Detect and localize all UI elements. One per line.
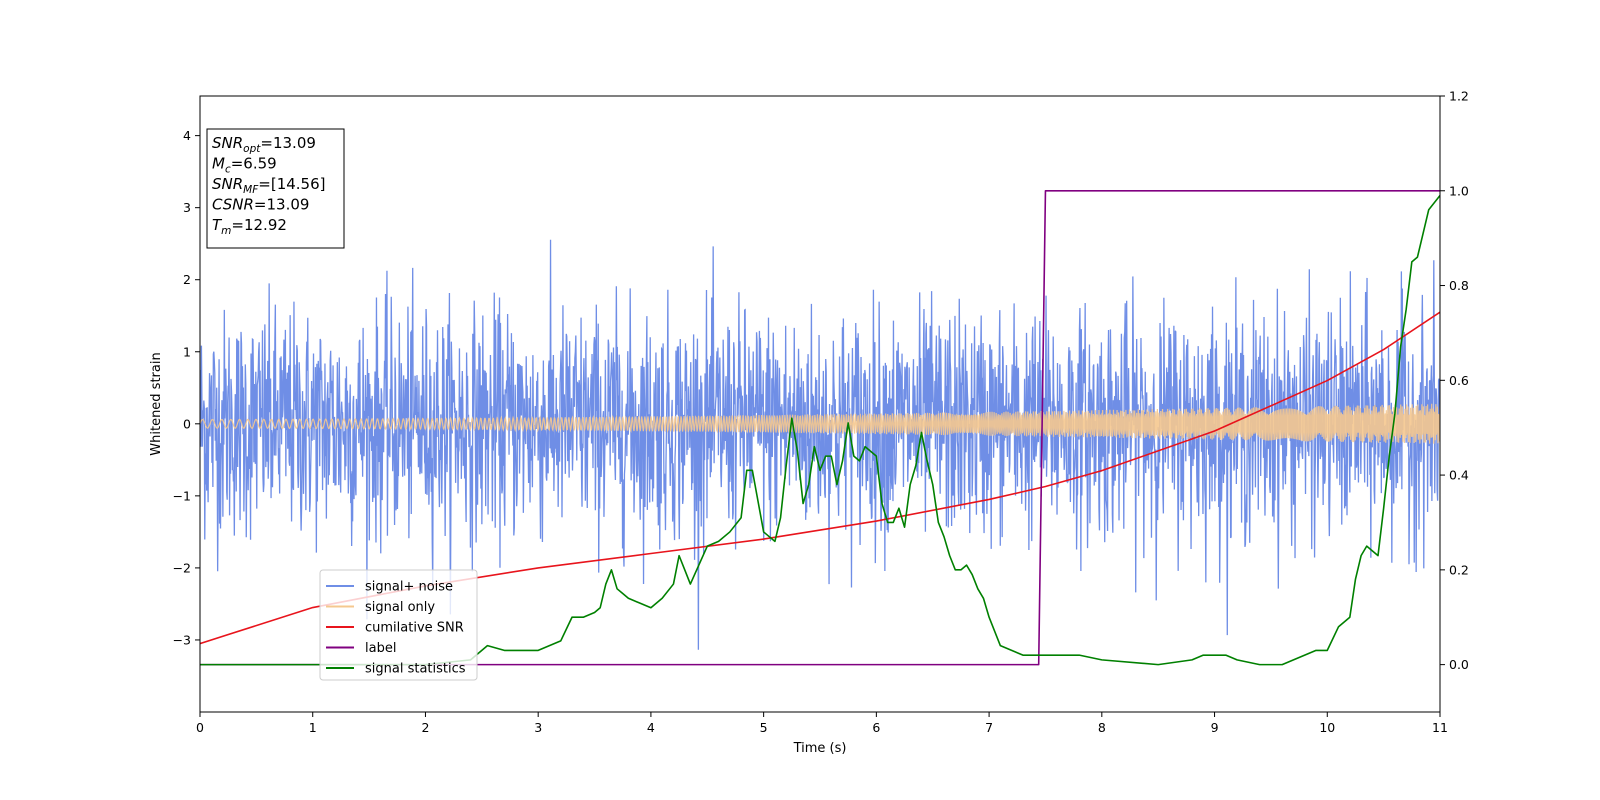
x-tick-label: 10 (1319, 720, 1335, 735)
x-tick-label: 8 (1098, 720, 1106, 735)
annotation-line: CSNR=13.09 (212, 196, 309, 214)
y-axis-ticks: −3 −2 −1 0 1 2 3 4 (173, 128, 200, 647)
y-tick-label: −3 (173, 632, 191, 647)
legend-frame (319, 569, 478, 681)
y-tick-label: 1 (183, 344, 191, 359)
annotation-line: Mc=6.59 (212, 155, 277, 176)
plot-frame (199, 95, 1441, 713)
x-tick-label: 3 (534, 720, 542, 735)
y-tick-label: −1 (173, 488, 191, 503)
x-tick-label: 7 (985, 720, 993, 735)
legend-label: label (365, 641, 396, 656)
x-tick-label: 1 (309, 720, 317, 735)
series-label-line (200, 189, 1440, 666)
series-signal-statistics-line (200, 195, 1440, 666)
annotation-line: SNRopt=13.09 (212, 134, 316, 155)
y2-tick-label: 0.2 (1449, 562, 1469, 577)
series-signal-only-line (200, 403, 1440, 444)
y-tick-label: 0 (183, 416, 191, 431)
y-tick-label: −2 (173, 560, 191, 575)
y2-tick-label: 1.0 (1449, 183, 1469, 198)
x-tick-label: 2 (421, 720, 429, 735)
legend-label: signal only (365, 600, 435, 615)
y2-tick-label: 0.6 (1449, 373, 1469, 388)
annotation-line: SNRMF=[14.56] (212, 175, 326, 196)
annotation-frame (206, 128, 345, 249)
annotation-box: SNRopt=13.09Mc=6.59SNRMF=[14.56]CSNR=13.… (206, 128, 345, 249)
x-tick-label: 6 (872, 720, 880, 735)
y-axis-label: Whitened strain (149, 352, 164, 455)
x-tick-label: 11 (1432, 720, 1448, 735)
legend-label: signal statistics (365, 662, 466, 677)
x-axis-ticks: 0 1 2 3 4 5 6 7 8 9 10 11 (196, 712, 1448, 735)
legend: signal+ noise signal only cumilative SNR la… (319, 569, 478, 681)
y-tick-label: 2 (183, 272, 191, 287)
x-tick-label: 9 (1211, 720, 1219, 735)
legend-label: cumilative SNR (365, 621, 464, 636)
x-tick-label: 4 (647, 720, 655, 735)
x-axis-label: Time (s) (793, 741, 847, 756)
series-layer (200, 189, 1440, 666)
x-tick-label: 5 (760, 720, 768, 735)
y2-tick-label: 0.8 (1449, 278, 1469, 293)
y2-tick-label: 1.2 (1449, 89, 1469, 104)
y2-axis-ticks: 0.0 0.2 0.4 0.6 0.8 1.0 1.2 (1440, 89, 1469, 672)
y2-tick-label: 0.0 (1449, 657, 1469, 672)
y-tick-label: 3 (183, 200, 191, 215)
y2-tick-label: 0.4 (1449, 468, 1469, 483)
y-tick-label: 4 (183, 128, 191, 143)
x-tick-label: 0 (196, 720, 204, 735)
annotation-line: Tm=12.92 (212, 216, 287, 237)
legend-label: signal+ noise (365, 580, 453, 595)
series-signal-noise-line (200, 239, 1440, 650)
